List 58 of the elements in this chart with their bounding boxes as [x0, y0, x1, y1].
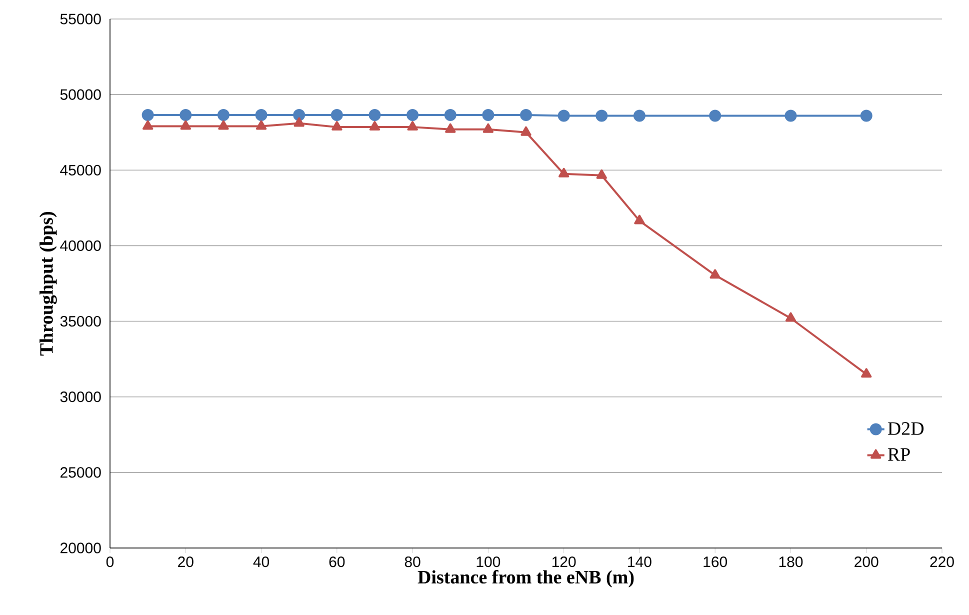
y-tick-label: 35000 [60, 316, 101, 327]
point [558, 168, 570, 178]
point [596, 169, 607, 179]
legend-label: RP [888, 448, 910, 461]
x-tick-label: 140 [628, 556, 652, 568]
y-tick-label: 55000 [60, 14, 101, 24]
point [330, 108, 343, 121]
point [520, 108, 532, 121]
point [407, 121, 418, 131]
x-tick-label: 100 [476, 556, 500, 568]
point [293, 108, 306, 121]
point [633, 110, 646, 122]
y-tick-label: 25000 [60, 467, 101, 478]
x-tick-label: 180 [779, 556, 803, 568]
point [482, 108, 494, 121]
legend-label: D2D [888, 422, 924, 435]
point [217, 108, 230, 121]
point [596, 110, 608, 122]
point [255, 108, 268, 121]
x-axis-title: Distance from the eNB (m) [418, 570, 634, 588]
point [520, 126, 532, 136]
x-tick-label: 120 [552, 556, 576, 568]
point [558, 110, 570, 122]
point [332, 121, 342, 131]
x-tick-label: 160 [704, 556, 728, 568]
point [218, 120, 229, 130]
point [142, 120, 154, 130]
point [256, 120, 267, 130]
point [860, 110, 872, 122]
point [710, 269, 720, 279]
point [709, 110, 722, 122]
y-tick-label: 45000 [60, 164, 101, 176]
x-tick-label: 200 [854, 556, 878, 568]
y-tick-label: 40000 [60, 240, 101, 252]
y-tick-label: 20000 [60, 542, 101, 554]
y-axis-title: Throughput (bps) [40, 212, 57, 356]
x-tick-label: 220 [930, 556, 954, 568]
point [180, 120, 191, 130]
point [861, 368, 872, 378]
point [444, 108, 456, 121]
point [634, 214, 645, 224]
x-tick-label: 40 [253, 556, 270, 568]
point [406, 108, 419, 121]
x-tick-label: 60 [329, 556, 345, 568]
point [784, 110, 797, 122]
point [180, 108, 192, 121]
x-tick-label: 80 [404, 556, 420, 568]
y-tick-label: 30000 [60, 392, 101, 402]
point [142, 108, 154, 121]
x-tick-label: 0 [106, 556, 114, 568]
point [369, 121, 380, 131]
point [482, 123, 494, 133]
point [445, 123, 456, 133]
point [368, 108, 381, 121]
point [785, 312, 796, 322]
y-tick-label: 50000 [60, 89, 101, 100]
x-tick-label: 20 [178, 556, 194, 568]
point [294, 117, 304, 127]
